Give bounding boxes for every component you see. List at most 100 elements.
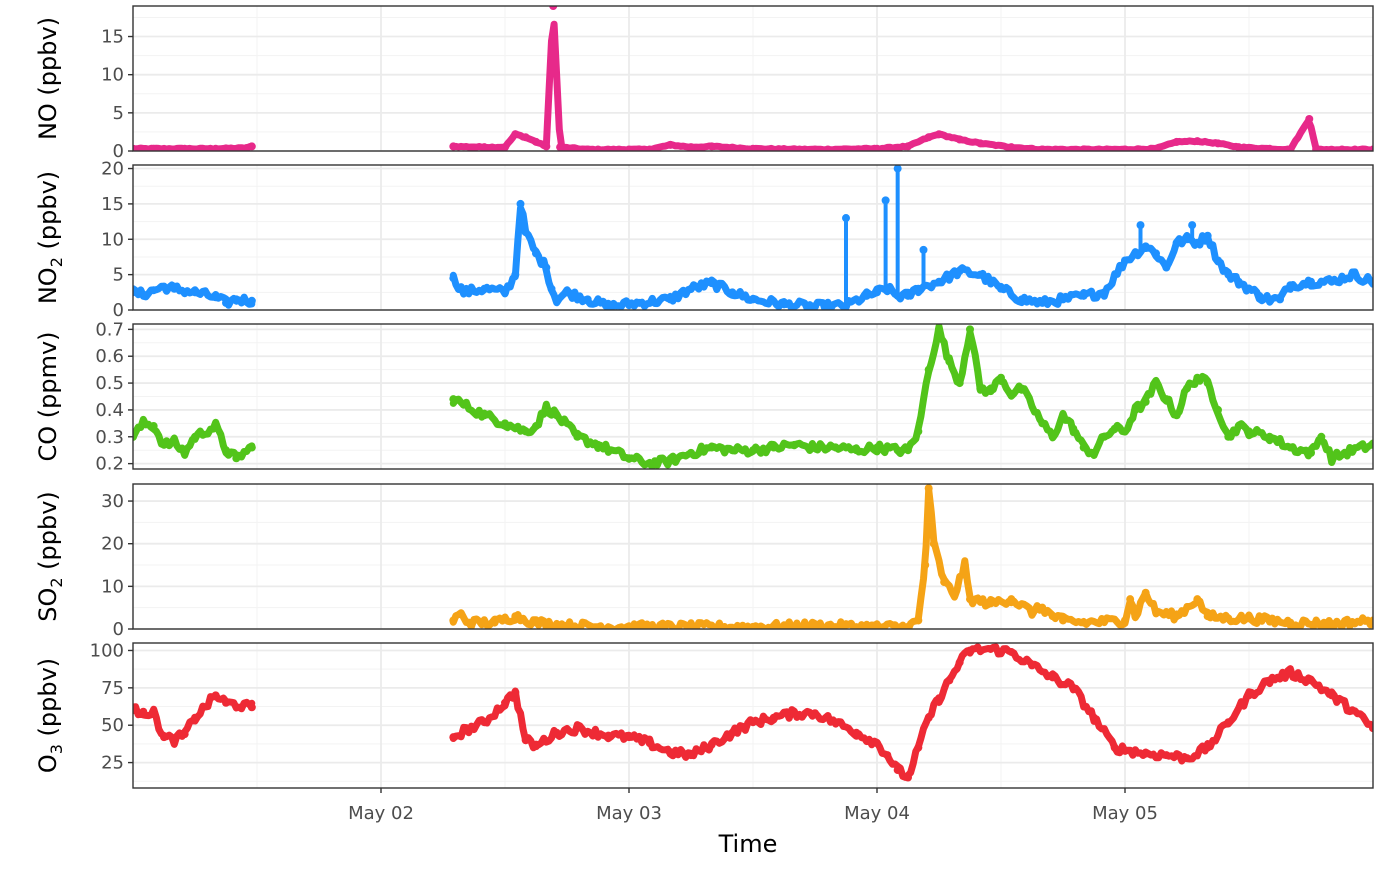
- y-tick-label: 15: [101, 27, 124, 48]
- data-point: [811, 302, 819, 310]
- data-point: [1172, 612, 1181, 621]
- panel-frame: [132, 483, 1374, 630]
- data-point: [160, 733, 168, 742]
- data-point: [1327, 454, 1336, 463]
- data-point: [635, 298, 644, 307]
- data-point: [604, 731, 613, 740]
- data-point: [532, 137, 540, 146]
- x-tick-label: May 05: [1092, 803, 1158, 824]
- data-point: [1007, 143, 1016, 151]
- data-point: [893, 766, 902, 775]
- data-point: [501, 288, 509, 297]
- data-point: [211, 144, 220, 151]
- y-tick-label: 75: [101, 678, 124, 699]
- data-point: [594, 440, 602, 449]
- data-point: [1348, 446, 1357, 455]
- panel-frame: [132, 5, 1374, 152]
- data-point: [449, 142, 458, 151]
- data-point: [1100, 288, 1109, 297]
- data-point: [625, 622, 633, 629]
- data-point: [583, 145, 592, 151]
- data-point: [1028, 661, 1036, 670]
- y-axis-title: NO (ppbv): [34, 17, 62, 140]
- data-point: [1038, 145, 1047, 151]
- data-point: [133, 288, 137, 297]
- data-point: [924, 713, 933, 722]
- y-axis-title-unit: (ppbv): [34, 17, 62, 103]
- data-point: [532, 742, 540, 751]
- data-point: [1090, 448, 1098, 457]
- data-point: [924, 365, 933, 374]
- data-point: [1007, 595, 1016, 604]
- data-point: [1059, 616, 1067, 625]
- data-point: [1162, 395, 1171, 404]
- data-point: [955, 658, 964, 667]
- data-point: [1152, 379, 1160, 388]
- data-point: [480, 718, 489, 727]
- data-point: [516, 199, 525, 208]
- data-point: [1203, 379, 1212, 388]
- y-axis-title: NO2 (ppbv): [34, 171, 66, 304]
- data-point: [583, 295, 592, 304]
- data-point: [1307, 277, 1315, 286]
- y-axis-title-main: NO: [34, 267, 62, 304]
- data-point: [811, 145, 819, 151]
- data-point: [966, 595, 974, 604]
- panel-o3: 25 50 75 100 O3 (ppbv): [34, 640, 1374, 789]
- data-point: [1369, 145, 1373, 151]
- data-point: [1224, 614, 1233, 623]
- data-point: [464, 618, 473, 627]
- panel-frame: [132, 642, 1374, 789]
- y-tick-label: 0.5: [95, 373, 124, 394]
- data-point: [997, 373, 1005, 382]
- data-point: [1327, 619, 1336, 628]
- data-point: [211, 293, 220, 302]
- data-point: [1193, 373, 1202, 382]
- data-point: [1069, 424, 1078, 433]
- panel-so2: 0 10 20 30 SO2 (ppbv): [34, 483, 1374, 640]
- y-tick-label: 0.7: [95, 319, 124, 340]
- data-point: [232, 454, 241, 463]
- y-axis-title-unit: (ppbv): [34, 491, 62, 577]
- data-point: [542, 142, 551, 151]
- data-point: [1255, 291, 1264, 300]
- data-point: [556, 143, 565, 151]
- data-point: [904, 446, 912, 455]
- data-point: [1193, 595, 1202, 604]
- data-point: [511, 270, 520, 279]
- data-point: [842, 214, 850, 223]
- data-point: [1265, 676, 1274, 685]
- data-point: [1090, 713, 1098, 722]
- series-co: [133, 324, 1373, 469]
- data-point: [873, 622, 881, 629]
- data-point: [1214, 405, 1222, 414]
- data-point: [511, 688, 520, 697]
- data-point: [986, 644, 995, 653]
- data-point: [728, 446, 737, 455]
- data-point: [1059, 411, 1067, 420]
- data-point: [873, 144, 881, 151]
- data-point: [687, 284, 695, 293]
- data-point: [542, 403, 551, 412]
- data-point: [976, 270, 985, 279]
- data-point: [749, 144, 757, 151]
- data-point: [1286, 281, 1295, 290]
- data-point: [1141, 749, 1150, 758]
- data-point: [1183, 384, 1191, 393]
- y-axis: 25 50 75 100: [90, 640, 133, 774]
- data-point: [232, 295, 241, 304]
- x-tick-label: May 03: [596, 803, 662, 824]
- data-point: [1214, 139, 1222, 148]
- y-axis-title-unit: (ppmv): [34, 331, 62, 425]
- data-point: [501, 419, 509, 428]
- data-point: [211, 691, 220, 700]
- y-axis-title-main: NO: [34, 103, 62, 140]
- data-point: [749, 718, 757, 727]
- data-point: [1312, 145, 1321, 151]
- y-axis-title-unit: (ppbv): [34, 171, 62, 257]
- y-axis-title-main: O: [34, 754, 62, 773]
- data-point: [1126, 595, 1135, 604]
- data-point: [1234, 143, 1243, 151]
- y-tick-label: 20: [101, 534, 124, 555]
- data-point: [873, 288, 881, 297]
